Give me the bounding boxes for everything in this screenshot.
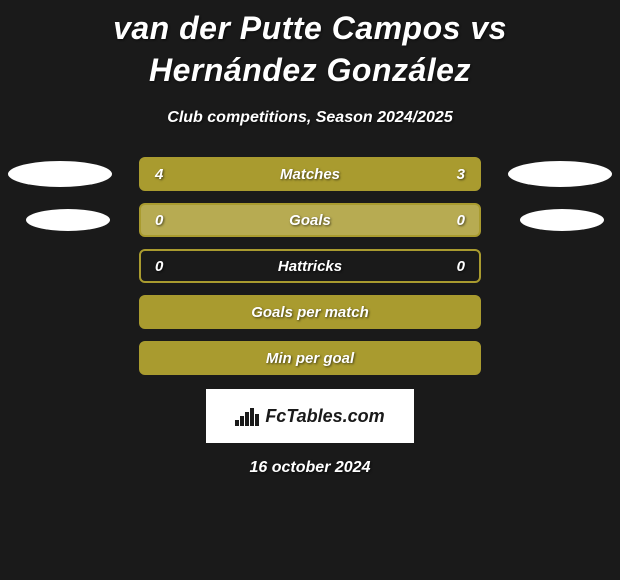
stat-row: 0 Goals 0: [0, 203, 620, 237]
comparison-card: van der Putte Campos vs Hernández Gonzál…: [0, 0, 620, 477]
player-right-ellipse: [508, 161, 612, 187]
page-title: van der Putte Campos vs Hernández Gonzál…: [0, 8, 620, 91]
player-left-ellipse: [8, 161, 112, 187]
stat-label: Hattricks: [278, 258, 342, 275]
player-right-ellipse: [520, 209, 604, 231]
stat-bar: Min per goal: [139, 341, 481, 375]
stat-label: Goals: [289, 212, 331, 229]
stat-left-value: 0: [155, 258, 163, 275]
fctables-bars-icon: [235, 406, 259, 426]
stat-left-value: 4: [155, 166, 163, 183]
logo-text: FcTables.com: [265, 406, 384, 427]
stat-bar: 4 Matches 3: [139, 157, 481, 191]
stat-row: Goals per match: [0, 295, 620, 329]
stat-bar: 0 Hattricks 0: [139, 249, 481, 283]
stat-right-value: 0: [457, 212, 465, 229]
logo-box: FcTables.com: [206, 389, 414, 443]
stat-bar: Goals per match: [139, 295, 481, 329]
player-left-ellipse: [26, 209, 110, 231]
stat-label: Matches: [280, 166, 340, 183]
stat-row: 0 Hattricks 0: [0, 249, 620, 283]
stat-right-value: 3: [457, 166, 465, 183]
stat-row: Min per goal: [0, 341, 620, 375]
page-subtitle: Club competitions, Season 2024/2025: [0, 109, 620, 127]
stat-label: Min per goal: [266, 350, 354, 367]
stat-right-value: 0: [457, 258, 465, 275]
stat-row: 4 Matches 3: [0, 157, 620, 191]
stat-bar: 0 Goals 0: [139, 203, 481, 237]
date-text: 16 october 2024: [0, 459, 620, 477]
stat-rows: 4 Matches 3 0 Goals 0 0 Hattricks 0 Goals per mat…: [0, 157, 620, 375]
stat-label: Goals per match: [251, 304, 369, 321]
stat-left-value: 0: [155, 212, 163, 229]
